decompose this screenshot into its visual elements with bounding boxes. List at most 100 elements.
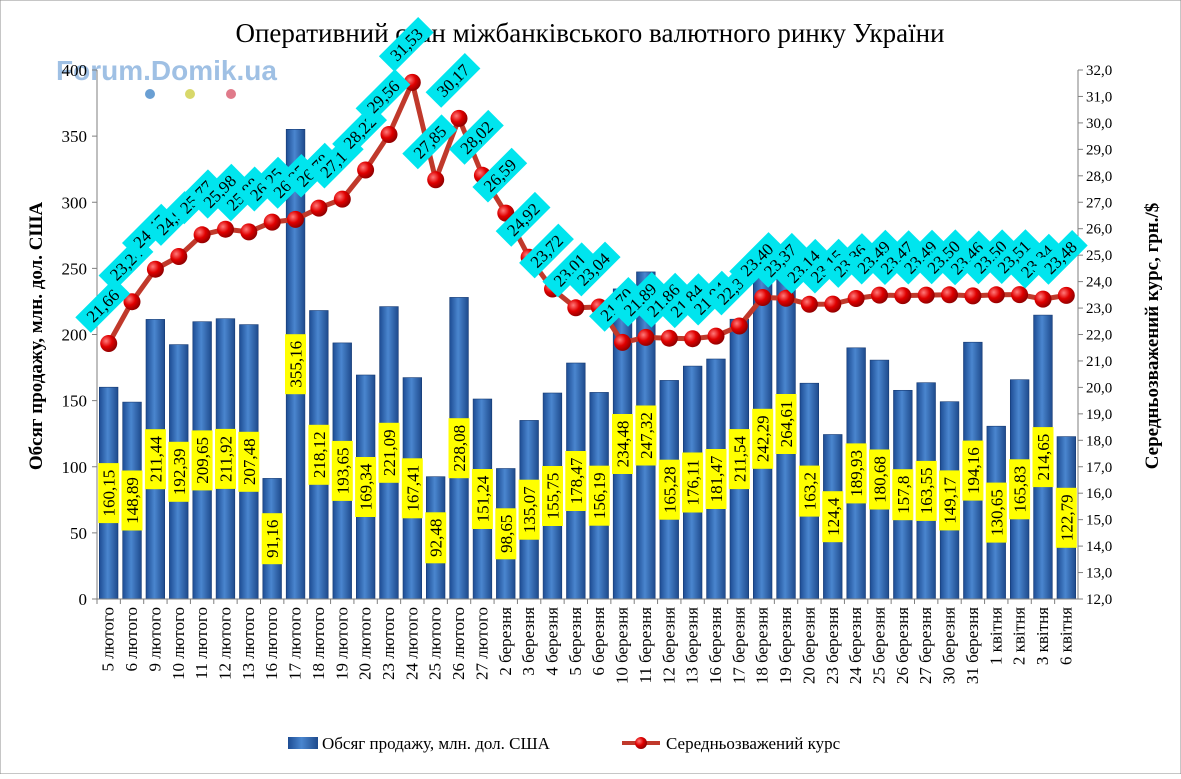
bar-value-label-text: 181,47: [707, 455, 726, 502]
y-tick-right-label: 23,0: [1086, 301, 1112, 317]
bar-value-label-text: 163,55: [917, 468, 936, 515]
bar-value-label-bg: [542, 466, 563, 526]
bar-value-label-text: 355,16: [287, 341, 306, 388]
bar-value-label-bg: [98, 463, 120, 524]
y-tick-right-label: 28,0: [1086, 169, 1112, 185]
x-tick-label: 31 березня: [963, 607, 982, 684]
x-tick-label: 3 квітня: [1033, 607, 1052, 665]
bar-value-label-text: 148,89: [123, 477, 142, 524]
bar-value-label: 194,16: [962, 440, 984, 501]
rate-value-label-bg: [1032, 229, 1088, 285]
y-tick-right-label: 24,0: [1086, 275, 1112, 291]
legend-line-marker: [635, 737, 647, 749]
x-tick-label: 2 березня: [496, 607, 515, 676]
x-tick-label: 11 лютого: [192, 607, 211, 679]
x-tick-label: 23 лютого: [379, 607, 398, 680]
rate-point: [684, 330, 702, 348]
bar-value-label-text: 264,61: [777, 401, 796, 448]
rate-value-label-bg: [635, 272, 691, 328]
bar-value-label: 169,34: [355, 457, 377, 517]
bar-value-label-bg: [892, 469, 914, 521]
legend-bar-swatch: [288, 737, 318, 749]
bar-value-label-bg: [728, 429, 750, 490]
rate-point: [357, 161, 375, 179]
rate-value-label-bg: [589, 276, 644, 332]
bar-value-label-text: 194,16: [964, 447, 983, 494]
bar-value-label-bg: [775, 394, 797, 454]
bar-value-label-bg: [939, 470, 960, 531]
bar-value-label-bg: [752, 408, 774, 469]
bar-value-label: 163,2: [798, 465, 820, 517]
y-tick-right-label: 19,0: [1086, 407, 1112, 423]
x-tick-label: 23 березня: [823, 607, 842, 684]
rate-point: [777, 289, 795, 307]
rate-value-label-bg: [916, 229, 971, 285]
bar-value-label-bg: [401, 458, 423, 519]
bar-value-label-bg: [495, 508, 517, 560]
y-tick-right-label: 30,0: [1086, 116, 1112, 132]
bar-value-label-bg: [238, 431, 260, 492]
bar-value-label: 180,68: [869, 449, 890, 510]
bar-value-label-bg: [425, 512, 447, 564]
legend: Обсяг продажу, млн. дол. США Середньозва…: [288, 734, 841, 753]
bar-value-label-bg: [285, 334, 306, 395]
bar-value-label-bg: [962, 440, 984, 501]
y-tick-right-label: 16,0: [1086, 486, 1112, 502]
x-tick-label: 5 березня: [566, 607, 585, 676]
bar-value-label: 207,48: [238, 431, 260, 492]
bar-value-label-text: 211,92: [217, 436, 236, 482]
bar-value-label-text: 234,48: [614, 421, 633, 468]
y-tick-left-label: 100: [62, 458, 88, 477]
bar-value-label: 157,8: [892, 469, 914, 521]
bar-value-label: 124,4: [822, 491, 844, 543]
chart-title: Оперативний стан міжбанківського валютно…: [235, 18, 944, 48]
rate-value-label-bg: [565, 241, 621, 297]
y-tick-right-label: 12,0: [1086, 592, 1112, 608]
x-tick-label: 6 березня: [589, 607, 608, 676]
bar-value-label: 156,19: [588, 465, 610, 526]
rate-point: [1034, 290, 1052, 308]
bar-value-label-text: 247,32: [637, 412, 656, 459]
rate-point: [146, 260, 164, 278]
rate-point: [310, 199, 328, 217]
rate-value-label-bg: [378, 16, 434, 72]
y-tick-right-label: 14,0: [1086, 539, 1112, 555]
rate-value-label-bg: [402, 114, 458, 170]
rate-value-label-bg: [355, 69, 411, 124]
bar-value-label-text: 221,09: [380, 429, 399, 476]
y-tick-left-label: 150: [62, 392, 88, 411]
bar-value-label: 98,65: [495, 508, 517, 560]
bar-value-label-text: 165,83: [1011, 466, 1030, 513]
rate-value-label-bg: [869, 230, 925, 286]
bar-value-label-bg: [985, 482, 1007, 543]
y-tick-left-label: 300: [62, 193, 88, 212]
bar-value-label: 148,89: [121, 470, 143, 531]
rate-value-label-bg: [612, 271, 668, 327]
bar-value-label-text: 156,19: [590, 472, 609, 519]
x-tick-label: 24 лютого: [402, 607, 421, 680]
rate-point: [100, 335, 118, 352]
bar-value-label: 228,08: [448, 418, 470, 479]
bar-value-label-bg: [144, 429, 166, 490]
rate-point: [800, 295, 818, 313]
x-tick-label: 24 березня: [846, 607, 865, 684]
bar-value-label-bg: [261, 513, 283, 565]
x-tick-label: 26 лютого: [449, 607, 468, 680]
bar-value-label-bg: [448, 418, 470, 479]
x-tick-label: 3 березня: [519, 607, 538, 676]
x-tick-label: 16 лютого: [262, 607, 281, 680]
bar-value-label-text: 180,68: [871, 456, 890, 503]
rate-value-label-bg: [75, 278, 131, 333]
bar-value-label: 135,07: [518, 479, 540, 540]
x-tick-label: 4 березня: [542, 607, 561, 676]
y-tick-right-label: 29,0: [1086, 142, 1112, 158]
rate-value-label-bg: [846, 229, 901, 285]
rate-point: [614, 333, 631, 351]
bar-value-label: 151,24: [471, 469, 493, 529]
x-tick-label: 5 лютого: [99, 607, 118, 671]
bar-value-label: 122,79: [1055, 487, 1077, 548]
y-tick-right-label: 26,0: [1086, 222, 1112, 238]
bar-value-label-text: 163,2: [800, 472, 819, 510]
bar-value-label-bg: [1009, 459, 1031, 520]
